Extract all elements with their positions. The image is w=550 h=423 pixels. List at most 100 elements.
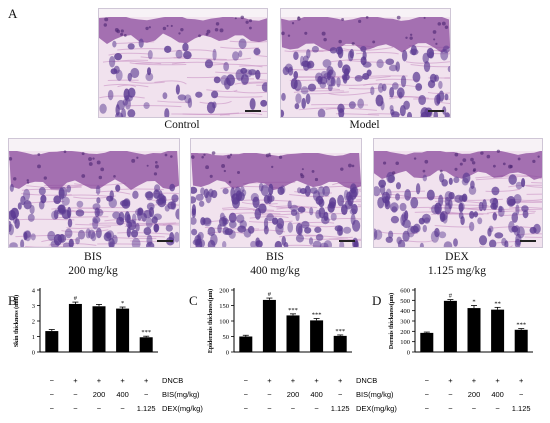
table-cell: 200 (287, 390, 300, 399)
table-cell: + (338, 376, 343, 385)
significance-label: ** (494, 300, 501, 307)
table-cell: − (472, 404, 477, 413)
significance-label: # (268, 291, 272, 298)
bar (333, 335, 347, 352)
bar (491, 309, 505, 352)
table-cell: 400 (116, 390, 129, 399)
y-axis-label: Skin thickness (mm) (13, 295, 20, 347)
table-cell: − (73, 404, 78, 413)
table-cell: 200 (468, 390, 481, 399)
table-cell: + (291, 376, 296, 385)
table-cell: − (448, 404, 453, 413)
caption-model: Model (349, 119, 380, 131)
epidermis-thickness-chart: 0 50 100 150 200 Epidermis thickness(μm) − − − # +… (207, 288, 397, 414)
y-tick-label: 200 (219, 288, 229, 295)
table-cell: + (267, 376, 272, 385)
significance-label: *** (312, 312, 322, 319)
row-label: BIS(mg/kg) (356, 390, 394, 399)
bar (68, 303, 82, 352)
histology-image-bis200 (8, 138, 180, 248)
table-cell: − (120, 404, 125, 413)
table-cell: 400 (491, 390, 504, 399)
y-tick-label: 0 (32, 350, 35, 357)
table-cell: − (50, 376, 55, 385)
row-label: DEX(mg/kg) (162, 404, 203, 413)
significance-label: * (121, 300, 124, 307)
histology-image-dex (373, 138, 543, 248)
y-tick-label: 0 (407, 350, 410, 357)
table-cell: + (120, 376, 125, 385)
y-tick-label: 100 (400, 339, 410, 346)
caption-bis400: BIS 400 mg/kg (250, 251, 300, 277)
table-cell: − (144, 390, 149, 399)
table-cell: + (519, 376, 524, 385)
table-cell: + (472, 376, 477, 385)
table-cell: 1.125 (137, 404, 156, 413)
table-cell: + (73, 376, 78, 385)
significance-label: *** (516, 322, 526, 329)
table-cell: + (97, 376, 102, 385)
y-tick-label: 100 (219, 319, 229, 326)
bar (286, 315, 300, 352)
table-cell: 1.125 (331, 404, 350, 413)
table-cell: − (338, 390, 343, 399)
skin-thickness-chart: 0 1 2 3 4 Skin thickness (mm) − − − # + − − +200 − * +40… (13, 288, 203, 414)
row-label: BIS(mg/kg) (162, 390, 200, 399)
panel-b-letter: B (8, 293, 17, 308)
table-cell: − (73, 390, 78, 399)
y-tick-label: 300 (400, 319, 410, 326)
caption-bis200: BIS 200 mg/kg (68, 251, 118, 277)
table-cell: − (244, 390, 249, 399)
caption-dex: DEX 1.125 mg/kg (427, 251, 487, 277)
histology-image-model (280, 8, 451, 118)
table-cell: − (267, 404, 272, 413)
table-cell: − (495, 404, 500, 413)
significance-label: *** (141, 329, 151, 336)
significance-label: *** (288, 307, 298, 314)
table-cell: − (425, 404, 430, 413)
table-cell: − (244, 376, 249, 385)
bar (514, 329, 528, 352)
y-axis-label: Epidermis thickness(μm) (207, 289, 214, 353)
row-label: DNCB (162, 376, 183, 385)
y-tick-label: 4 (32, 288, 36, 295)
histology-image-bis400 (190, 138, 362, 248)
table-cell: 400 (310, 390, 323, 399)
table-cell: − (244, 404, 249, 413)
table-cell: + (144, 376, 149, 385)
table-cell: + (314, 376, 319, 385)
table-cell: 1.125 (512, 404, 531, 413)
bar (420, 332, 434, 352)
bar (443, 300, 457, 352)
y-tick-label: 150 (219, 303, 229, 310)
table-cell: − (314, 404, 319, 413)
y-axis-label: Dermis thickness(μm) (388, 293, 395, 349)
table-cell: − (267, 390, 272, 399)
y-tick-label: 3 (32, 303, 35, 310)
panel-a-letter: A (8, 6, 18, 21)
panel-c-letter: C (189, 293, 198, 308)
table-cell: − (97, 404, 102, 413)
bar (116, 308, 130, 352)
table-cell: − (291, 404, 296, 413)
row-label: DNCB (356, 376, 377, 385)
table-cell: − (519, 390, 524, 399)
y-tick-label: 200 (400, 329, 410, 336)
table-cell: + (495, 376, 500, 385)
table-cell: 200 (93, 390, 106, 399)
table-cell: − (50, 404, 55, 413)
bar (92, 306, 106, 352)
significance-label: *** (335, 328, 345, 335)
bar (262, 299, 276, 352)
dermis-thickness-chart: 0 100 200 300 400 500 600 Dermis thickness(μm) −… (388, 288, 533, 413)
table-cell: − (425, 390, 430, 399)
row-label: DEX(mg/kg) (356, 404, 397, 413)
y-tick-label: 1 (32, 334, 35, 341)
bar (467, 308, 481, 352)
y-tick-label: 600 (400, 288, 410, 295)
y-tick-label: 2 (32, 319, 35, 326)
table-cell: − (50, 390, 55, 399)
caption-control: Control (164, 119, 200, 131)
panel-d-letter: D (372, 293, 382, 308)
y-tick-label: 500 (400, 298, 410, 305)
